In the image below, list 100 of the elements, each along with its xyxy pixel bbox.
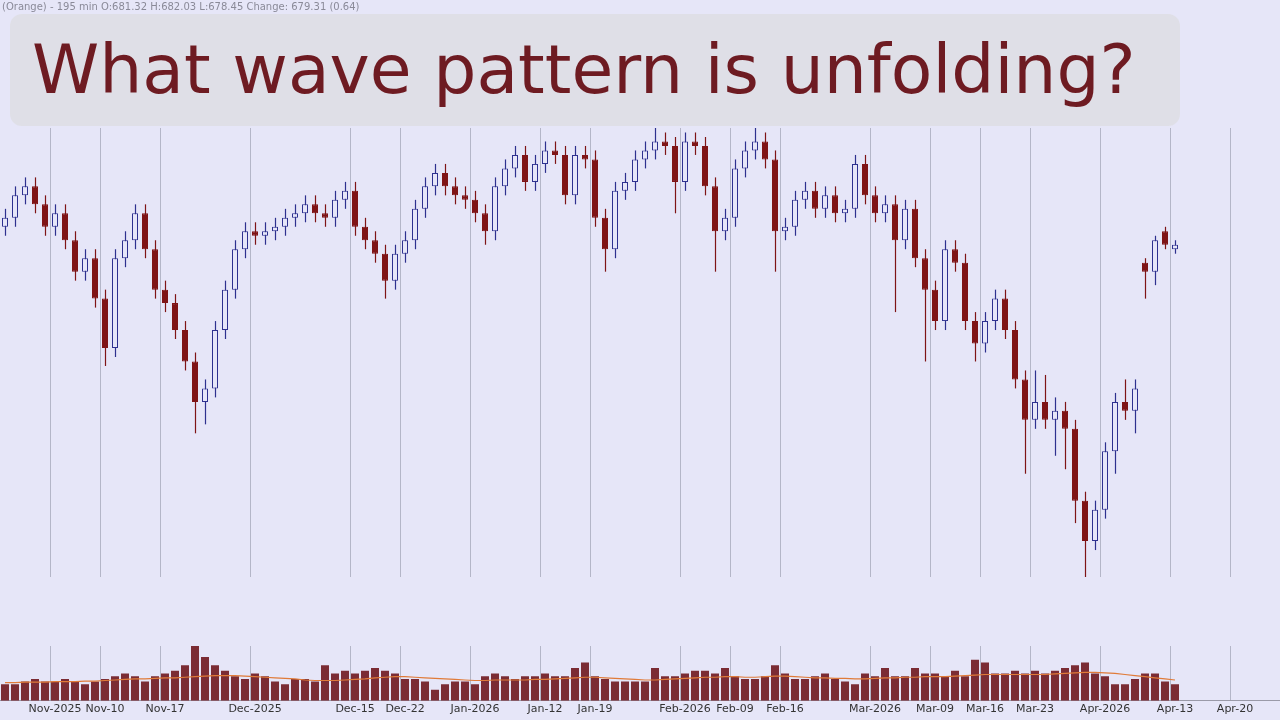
candlestick: [122, 230, 128, 268]
bar: [11, 684, 19, 701]
candlestick: [642, 140, 648, 170]
bar: [1091, 673, 1099, 701]
bar: [811, 676, 819, 701]
bar: [1021, 673, 1029, 701]
bar: [611, 681, 619, 701]
bar: [1041, 673, 1049, 701]
bar: [291, 678, 299, 701]
bar: [941, 676, 949, 701]
bar: [991, 673, 999, 701]
bar: [1031, 670, 1039, 701]
candlestick: [2, 208, 8, 237]
bar: [601, 678, 609, 701]
bar: [171, 670, 179, 701]
bar: [721, 667, 729, 701]
bar: [671, 676, 679, 701]
bar: [761, 676, 769, 701]
bar: [911, 667, 919, 701]
x-tick-label: Jan-19: [576, 702, 613, 716]
bar: [111, 676, 119, 701]
bar: [841, 681, 849, 701]
bar: [581, 662, 589, 701]
bar: [81, 684, 89, 701]
bar: [801, 678, 809, 701]
candlestick: [1122, 378, 1128, 421]
bar: [751, 678, 759, 701]
candlestick: [1142, 257, 1148, 300]
candlestick: [512, 145, 518, 178]
bar: [231, 676, 239, 701]
bar: [241, 678, 249, 701]
bar: [731, 676, 739, 701]
candlestick: [762, 131, 768, 170]
candlestick: [632, 149, 638, 192]
bar: [51, 681, 59, 701]
candlestick: [332, 190, 338, 228]
candlestick: [982, 311, 988, 354]
bar: [61, 678, 69, 701]
bar: [901, 676, 909, 701]
x-tick-label: Nov-10: [85, 702, 125, 716]
bar: [1011, 670, 1019, 701]
candlestick: [652, 127, 658, 161]
x-tick-label: Mar-16: [965, 702, 1005, 716]
candlestick: [282, 208, 288, 237]
bar: [1081, 662, 1089, 701]
bar: [31, 678, 39, 701]
text: (Orange) - 195 min O:681.32 H:682.03 L:678.45 Change: 679.31 (0.64): [2, 1, 360, 12]
candlestick: [952, 239, 958, 273]
candlestick: [82, 248, 88, 282]
bar: [551, 676, 559, 701]
x-tick-label: Mar-2026: [848, 702, 902, 716]
candlestick: [532, 154, 538, 192]
bar: [1061, 667, 1069, 701]
candlestick: [242, 221, 248, 259]
candlestick: [442, 163, 448, 196]
bar: [201, 656, 209, 701]
candlestick: [992, 289, 998, 331]
bar: [431, 689, 439, 701]
bar: [1111, 684, 1119, 701]
bar: [251, 673, 259, 701]
candlestick: [302, 194, 308, 223]
candlestick: [52, 203, 58, 237]
candlestick: [252, 221, 258, 246]
x-tick-label: Nov-17: [145, 702, 185, 716]
bar: [331, 673, 339, 701]
bar: [321, 665, 329, 701]
bar: [421, 681, 429, 701]
bar: [401, 678, 409, 701]
candlestick: [162, 280, 168, 313]
chart-title: What wave pattern is unfolding?: [10, 14, 1180, 126]
bar: [1161, 681, 1169, 701]
bar: [541, 673, 549, 701]
candlestick: [372, 230, 378, 264]
bar: [1141, 673, 1149, 701]
bar: [621, 681, 629, 701]
candlestick: [722, 208, 728, 241]
bar: [521, 676, 529, 701]
bar: [351, 673, 359, 701]
bar: [221, 670, 229, 701]
bar: [381, 670, 389, 701]
candlestick: [1032, 369, 1038, 430]
candlestick: [1162, 226, 1168, 250]
bar: [1, 684, 9, 701]
bar: [651, 667, 659, 701]
candlestick: [262, 221, 268, 246]
candlestick: [812, 181, 818, 219]
bar: [481, 676, 489, 701]
x-tick-label: Feb-09: [716, 702, 754, 716]
x-tick-label: Apr-13: [1156, 702, 1194, 716]
bar: [741, 678, 749, 701]
bar: [1001, 673, 1009, 701]
bar: [191, 646, 199, 701]
candlestick: [432, 163, 438, 196]
candlestick: [402, 230, 408, 264]
bar: [181, 665, 189, 701]
bar: [711, 673, 719, 701]
bar: [1071, 665, 1079, 701]
candlestick: [322, 203, 328, 228]
bar: [361, 670, 369, 701]
bar: [371, 667, 379, 701]
